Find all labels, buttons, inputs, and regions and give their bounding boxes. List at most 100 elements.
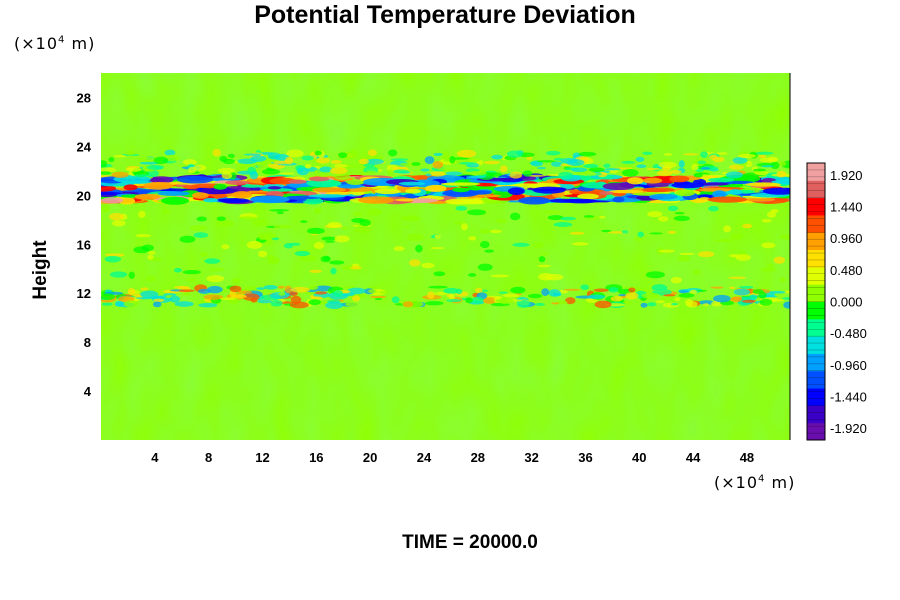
perturbation-cell xyxy=(153,298,165,303)
perturbation-cell xyxy=(642,177,663,184)
perturbation-cell xyxy=(685,299,693,307)
perturbation-cell xyxy=(193,164,207,171)
perturbation-cell xyxy=(762,187,790,195)
perturbation-cell xyxy=(286,149,304,158)
perturbation-cell xyxy=(547,215,564,221)
perturbation-cell xyxy=(231,191,252,199)
perturbation-cell xyxy=(608,189,644,194)
perturbation-cell xyxy=(443,287,460,294)
perturbation-cell xyxy=(321,236,337,241)
perturbation-cell xyxy=(510,286,526,294)
perturbation-cell xyxy=(428,285,448,289)
perturbation-cell xyxy=(217,167,236,174)
perturbation-cell xyxy=(507,187,525,196)
perturbation-cell xyxy=(313,242,325,250)
x-tick-label: 24 xyxy=(417,450,432,465)
perturbation-cell xyxy=(732,157,748,164)
perturbation-cell xyxy=(712,190,727,198)
perturbation-cell xyxy=(512,242,530,247)
perturbation-cell xyxy=(625,292,639,300)
perturbation-cell xyxy=(306,179,342,188)
perturbation-cell xyxy=(109,212,124,221)
x-tick-label: 32 xyxy=(524,450,538,465)
perturbation-cell xyxy=(599,215,606,219)
perturbation-cell xyxy=(149,176,174,184)
perturbation-cell xyxy=(471,296,484,304)
perturbation-cell xyxy=(379,291,389,294)
perturbation-cell xyxy=(501,296,508,305)
perturbation-cell xyxy=(203,294,224,300)
colorbar-segment xyxy=(807,405,825,424)
perturbation-cell xyxy=(374,298,383,301)
y-tick-label: 20 xyxy=(77,188,91,203)
perturbation-cell xyxy=(302,197,324,205)
perturbation-cell xyxy=(434,292,448,296)
perturbation-cell xyxy=(374,188,401,195)
perturbation-cell xyxy=(176,175,214,184)
colorbar-tick-label: -1.920 xyxy=(830,421,867,436)
perturbation-cell xyxy=(776,170,787,178)
colorbar-segment xyxy=(807,336,825,354)
perturbation-cell xyxy=(593,288,609,292)
perturbation-cell xyxy=(411,162,421,166)
perturbation-cell xyxy=(779,233,790,240)
perturbation-cell xyxy=(610,296,624,302)
perturbation-cell xyxy=(678,290,689,294)
perturbation-cell xyxy=(569,231,585,235)
perturbation-cell xyxy=(249,171,259,180)
perturbation-cell xyxy=(671,302,678,306)
perturbation-cell xyxy=(698,197,711,202)
perturbation-cell xyxy=(308,299,321,306)
perturbation-cell xyxy=(319,166,333,173)
perturbation-cell xyxy=(759,298,773,306)
perturbation-cell xyxy=(250,297,258,303)
perturbation-cell xyxy=(173,285,190,289)
perturbation-cell xyxy=(229,285,242,293)
perturbation-cell xyxy=(691,163,699,171)
perturbation-cell xyxy=(552,292,562,297)
perturbation-cell xyxy=(263,284,278,290)
x-tick-label: 20 xyxy=(363,450,377,465)
perturbation-cell xyxy=(445,171,463,176)
perturbation-cell xyxy=(164,149,176,156)
perturbation-cell xyxy=(313,207,322,215)
perturbation-cell xyxy=(739,285,754,289)
perturbation-cell xyxy=(645,271,665,279)
perturbation-cell xyxy=(433,271,446,277)
perturbation-cell xyxy=(351,191,366,196)
perturbation-cell xyxy=(256,160,266,169)
time-label: TIME = 20000.0 xyxy=(402,532,538,553)
perturbation-cell xyxy=(221,171,233,180)
perturbation-cell xyxy=(203,198,219,203)
perturbation-cell xyxy=(658,249,675,253)
perturbation-cell xyxy=(216,220,235,228)
perturbation-cell xyxy=(128,271,135,279)
perturbation-cell xyxy=(708,177,735,183)
perturbation-cell xyxy=(101,160,108,168)
x-tick-label: 8 xyxy=(205,450,212,465)
perturbation-cell xyxy=(240,184,264,188)
perturbation-cell xyxy=(162,209,171,214)
perturbation-cell xyxy=(297,167,309,176)
perturbation-cell xyxy=(595,172,603,176)
perturbation-cell xyxy=(728,189,743,195)
perturbation-cell xyxy=(553,222,573,228)
perturbation-cell xyxy=(404,225,411,228)
perturbation-cell xyxy=(468,236,477,241)
perturbation-cell xyxy=(430,246,445,250)
perturbation-cell xyxy=(761,165,774,168)
perturbation-cell xyxy=(177,164,189,167)
perturbation-cell xyxy=(646,167,660,171)
perturbation-cell xyxy=(309,269,322,273)
perturbation-cell xyxy=(330,159,342,164)
perturbation-cell xyxy=(516,299,531,308)
perturbation-cell xyxy=(174,301,194,307)
perturbation-cell xyxy=(729,254,741,258)
perturbation-cell xyxy=(299,255,317,262)
perturbation-cell xyxy=(669,175,690,183)
plot-area xyxy=(101,73,790,440)
perturbation-cell xyxy=(308,285,319,290)
perturbation-cell xyxy=(412,198,439,203)
perturbation-cell xyxy=(502,293,520,298)
perturbation-cell xyxy=(465,175,486,179)
